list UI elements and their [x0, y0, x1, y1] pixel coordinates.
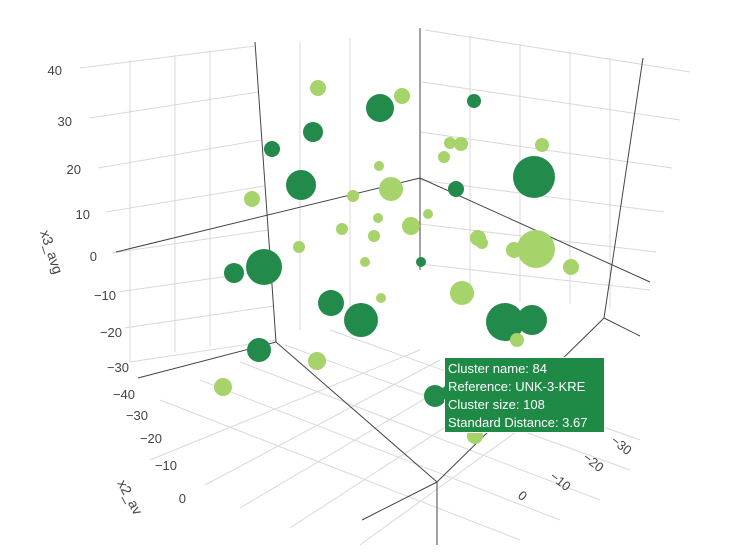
x3-tick: 40 — [48, 63, 62, 78]
scatter-point[interactable] — [344, 303, 378, 337]
scatter-point[interactable] — [535, 138, 549, 152]
x3-tick: 10 — [76, 207, 90, 222]
x3-axis-title: x3_avg — [37, 228, 66, 276]
x1-tick: −10 — [547, 469, 574, 494]
scatter-point[interactable] — [454, 137, 468, 151]
scatter-point[interactable] — [513, 156, 555, 198]
scatter-point[interactable] — [517, 230, 555, 268]
scatter-point[interactable] — [368, 230, 380, 242]
scatter-point[interactable] — [318, 290, 344, 316]
x1-tick: 0 — [515, 488, 530, 504]
tooltip-pointer — [438, 386, 445, 400]
axis-frame-edge — [115, 177, 421, 253]
grid-line — [97, 139, 262, 169]
tooltip-line-reference: Reference: UNK-3-KRE — [448, 379, 586, 394]
grid-line — [419, 263, 651, 291]
scatter-point[interactable] — [563, 259, 579, 275]
tooltip-line-cluster-size: Cluster size: 108 — [448, 397, 545, 412]
x3-tick: −30 — [107, 360, 129, 375]
tooltip-line-standard-distance: Standard Distance: 3.67 — [448, 415, 588, 430]
scatter-point[interactable] — [517, 305, 547, 335]
scatter-point[interactable] — [373, 213, 383, 223]
grid-line — [421, 81, 681, 121]
axis-frame-edge — [254, 41, 277, 343]
scatter-point[interactable] — [366, 94, 394, 122]
scatter-point[interactable] — [247, 338, 271, 362]
axis-frame-edge — [361, 481, 438, 521]
x2-tick: −10 — [155, 458, 177, 473]
scatter-point[interactable] — [402, 217, 420, 235]
scatter-point[interactable] — [374, 161, 384, 171]
scatter-point[interactable] — [360, 257, 370, 267]
scatter-point[interactable] — [423, 209, 433, 219]
grid-line — [123, 305, 275, 329]
scatter-point[interactable] — [438, 151, 450, 163]
scatter-point[interactable] — [444, 137, 456, 149]
hover-tooltip: Cluster name: 84 Reference: UNK-3-KRE Cl… — [438, 357, 605, 433]
x3-tick: 20 — [67, 162, 81, 177]
grid-line — [239, 361, 601, 501]
scatter-point[interactable] — [264, 141, 280, 157]
x3-tick: 0 — [90, 249, 97, 264]
x3-tick: −20 — [100, 325, 122, 340]
scatter-point[interactable] — [394, 88, 410, 104]
grid-line — [117, 269, 272, 293]
scatter-point[interactable] — [448, 181, 464, 197]
scatter-point[interactable] — [286, 170, 316, 200]
scatter-point[interactable] — [476, 237, 488, 249]
axis-frame-edge — [603, 57, 644, 319]
grid-line — [159, 399, 521, 541]
scatter-point[interactable] — [467, 94, 481, 108]
x3-axis-ticks: 40 30 20 10 0 −10 −20 −30 — [48, 63, 129, 375]
grid-line — [199, 379, 561, 521]
x2-axis-title: x2_av — [114, 477, 146, 517]
grid-line — [105, 185, 265, 213]
x3-tick: 30 — [58, 114, 72, 129]
scatter-point[interactable] — [347, 190, 359, 202]
scatter-point[interactable] — [293, 241, 305, 253]
x2-tick: 0 — [179, 491, 186, 506]
scatter-point[interactable] — [416, 257, 426, 267]
scatter-point[interactable] — [310, 80, 326, 96]
scatter-point[interactable] — [506, 242, 522, 258]
x2-axis-ticks: −40 −30 −20 −10 0 — [113, 387, 186, 506]
scatter-point[interactable] — [224, 263, 244, 283]
x1-axis-ticks: −30 −20 −10 0 — [515, 433, 635, 504]
scatter-point[interactable] — [336, 223, 348, 235]
scatter-point[interactable] — [379, 177, 403, 201]
data-points[interactable] — [214, 80, 579, 444]
axis-frame-edge — [275, 341, 438, 483]
scatter-point[interactable] — [214, 378, 232, 396]
grid-line — [149, 349, 421, 461]
x2-tick: −30 — [126, 408, 148, 423]
scatter-point[interactable] — [450, 281, 474, 305]
scatter-point[interactable] — [308, 352, 326, 370]
scatter-point[interactable] — [244, 191, 260, 207]
grid-line — [89, 91, 259, 119]
x3-tick: −10 — [94, 288, 116, 303]
grid-line — [111, 229, 269, 254]
x2-tick: −20 — [140, 431, 162, 446]
grid-line — [424, 29, 691, 73]
grid-line — [79, 45, 256, 69]
scatter-point[interactable] — [510, 333, 524, 347]
scatter-point[interactable] — [246, 249, 282, 285]
axis-frame-edge — [603, 317, 641, 337]
scatter-point[interactable] — [486, 303, 524, 341]
x2-tick: −40 — [113, 387, 135, 402]
tooltip-line-cluster-name: Cluster name: 84 — [448, 361, 547, 376]
grid-line — [204, 359, 441, 486]
scatter-point[interactable] — [303, 122, 323, 142]
scatter-point[interactable] — [376, 293, 386, 303]
